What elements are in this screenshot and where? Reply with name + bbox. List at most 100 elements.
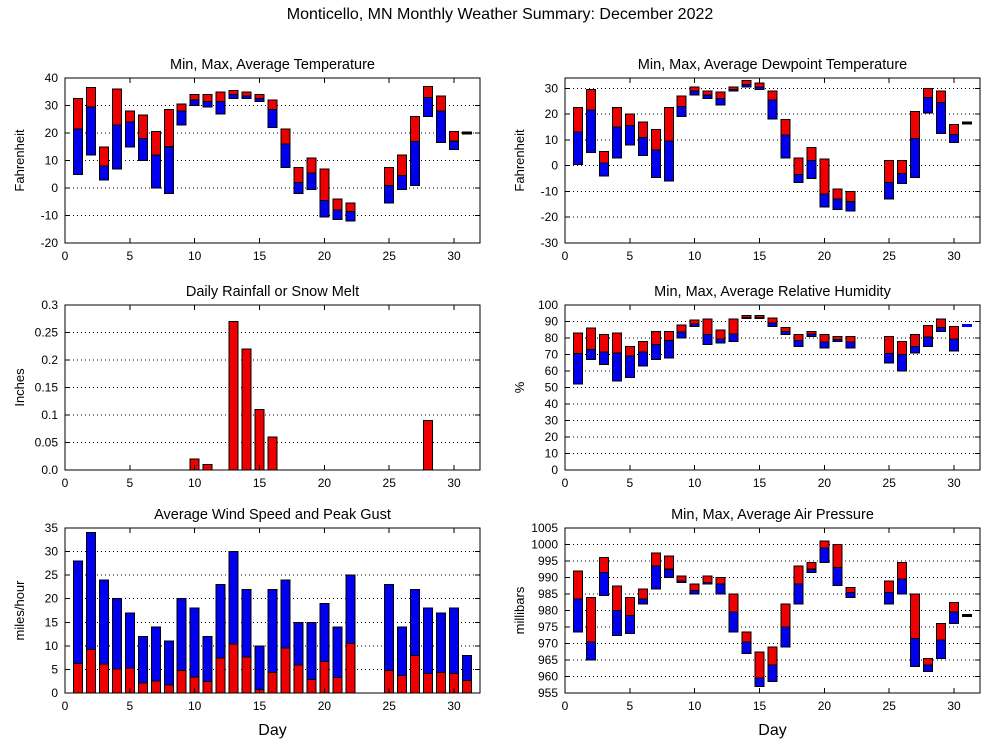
humidity-bars	[573, 315, 972, 385]
humidity-xtick-label: 0	[562, 476, 569, 490]
dewpoint-bar-avg-max-day-10	[689, 86, 700, 92]
humidity-bar-avg-max-day-22	[845, 335, 856, 343]
temperature-bar-min-avg-day-4	[111, 124, 122, 170]
dewpoint-bar-avg-max-day-30	[949, 123, 960, 136]
humidity-bar-avg-max-day-1	[573, 332, 583, 355]
humidity-bar-avg-max-day-20	[819, 334, 830, 343]
dewpoint-ytick-label: 30	[545, 81, 559, 95]
dewpoint-ylabel: Fahrenheit	[512, 129, 527, 192]
humidity-bar-avg-max-day-14	[741, 315, 752, 319]
pressure-bar-avg-max-day-7	[650, 552, 661, 567]
dewpoint-bar-min-avg-day-22	[845, 201, 856, 212]
humidity-bar-min-avg-day-28	[923, 336, 934, 347]
pressure-ytick-label: 980	[538, 604, 558, 618]
humidity-bar-min-avg-day-25	[884, 353, 895, 364]
humidity-bar-avg-max-day-5	[624, 345, 635, 357]
wind-bar-avg-day-31	[462, 680, 472, 694]
humidity-bar-min-avg-day-9	[676, 331, 687, 339]
temperature-bar-avg-max-day-11	[202, 94, 213, 102]
pressure-bar-min-avg-day-27	[910, 638, 921, 668]
dewpoint-bar-avg-max-day-14	[741, 80, 752, 85]
dewpoint-bar-avg-max-day-2	[585, 89, 596, 111]
temperature-ytick-label: 40	[45, 71, 59, 85]
pressure-bar-avg-max-day-14	[741, 631, 752, 643]
humidity-bar-min-avg-day-6	[637, 351, 648, 367]
wind-bar-avg-day-8	[163, 684, 174, 694]
dewpoint-bar-min-avg-day-7	[650, 149, 661, 178]
pressure-title: Min, Max, Average Air Pressure	[671, 507, 874, 523]
humidity-bar-avg-max-day-11	[702, 318, 713, 336]
pressure-bar-avg-max-day-25	[884, 580, 895, 593]
humidity-dash-day-31	[962, 324, 972, 328]
humidity-bar-min-avg-day-26	[897, 354, 908, 372]
pressure-bar-min-avg-day-28	[923, 664, 934, 673]
dewpoint-xtick-label: 25	[883, 249, 897, 263]
wind-xtick-label: 20	[318, 699, 332, 713]
humidity-bar-avg-max-day-19	[806, 330, 817, 335]
wind-xtick-label: 25	[383, 699, 397, 713]
temperature-bar-min-avg-day-12	[215, 100, 226, 115]
pressure-ylabel: millibars	[512, 586, 527, 634]
dewpoint-ytick-label: -10	[541, 184, 559, 198]
humidity-bar-min-avg-day-7	[650, 344, 661, 360]
temperature-xtick-label: 15	[253, 249, 267, 263]
humidity-bar-min-avg-day-5	[624, 355, 635, 379]
pressure-bar-min-avg-day-22	[845, 591, 856, 598]
humidity-bar-min-avg-day-27	[910, 345, 921, 354]
pressure-bar-min-avg-day-2	[585, 641, 596, 661]
humidity-bar-avg-max-day-28	[923, 325, 934, 338]
pressure-bar-min-avg-day-6	[637, 598, 648, 605]
wind-ytick-label: 5	[51, 662, 58, 676]
dewpoint-bar-avg-max-day-4	[611, 107, 622, 128]
humidity-xtick-label: 30	[947, 476, 961, 490]
pressure-xtick-label: 30	[947, 699, 961, 713]
humidity-bar-min-avg-day-18	[793, 340, 804, 347]
temperature-bar-avg-max-day-1	[73, 98, 83, 130]
temperature-bar-avg-max-day-27	[410, 116, 421, 142]
pressure-bar-min-avg-day-3	[598, 572, 609, 597]
humidity-ytick-label: 40	[545, 397, 559, 411]
dewpoint-xtick-label: 5	[627, 249, 634, 263]
temperature-ytick-label: -20	[41, 236, 59, 250]
wind-bar-avg-day-29	[436, 672, 447, 694]
pressure-bar-avg-max-day-3	[598, 557, 609, 574]
rain-ytick-label: 0.3	[41, 298, 58, 312]
pressure-bar-min-avg-day-16	[767, 664, 778, 682]
dewpoint-bar-avg-max-day-5	[624, 113, 635, 127]
wind-bar-avg-day-17	[280, 647, 291, 694]
rain-xtick-label: 15	[253, 476, 267, 490]
temperature-bar-avg-max-day-26	[397, 154, 408, 177]
rain-ytick-label: 0.1	[41, 408, 58, 422]
temperature-bar-avg-max-day-10	[189, 94, 200, 101]
pressure-ytick-label: 965	[538, 653, 558, 667]
temperature-ytick-label: -10	[41, 209, 59, 223]
rain-ytick-label: 0.15	[35, 381, 59, 395]
pressure-bar-avg-max-day-9	[676, 575, 687, 582]
wind-bar-avg-day-14	[241, 656, 252, 694]
rain-title: Daily Rainfall or Snow Melt	[186, 284, 359, 300]
pressure-bar-avg-max-day-11	[702, 575, 713, 584]
page-title: Monticello, MN Monthly Weather Summary: …	[286, 6, 714, 23]
temperature-bar-min-avg-day-10	[189, 99, 200, 106]
humidity-bar-avg-max-day-2	[585, 327, 596, 351]
wind-bar-avg-day-26	[397, 675, 408, 694]
dewpoint-bar-min-avg-day-6	[637, 136, 648, 156]
chart-temperature: -20 -10 0 10 20 30 40 0 5 10 15 20 25 30 Min, Max, Ave…	[12, 57, 481, 263]
wind-bar-avg-day-16	[267, 672, 278, 694]
rain-ytick-label: 0.2	[41, 353, 58, 367]
pressure-bar-min-avg-day-29	[936, 639, 947, 659]
humidity-bar-min-avg-day-22	[845, 341, 856, 349]
pressure-bar-avg-max-day-19	[806, 562, 817, 570]
humidity-ytick-label: 100	[538, 298, 558, 312]
pressure-xlabel: Day	[758, 722, 786, 739]
wind-bar-avg-day-18	[293, 664, 304, 694]
temperature-bar-avg-max-day-22	[345, 202, 356, 212]
dewpoint-bar-avg-max-day-20	[819, 158, 830, 195]
wind-bar-avg-day-19	[306, 678, 317, 694]
humidity-ytick-label: 20	[545, 430, 559, 444]
dewpoint-bar-avg-max-day-17	[780, 118, 791, 136]
pressure-xtick-label: 15	[753, 699, 767, 713]
temperature-bar-min-avg-day-6	[137, 138, 148, 161]
pressure-bar-avg-max-day-21	[832, 544, 843, 569]
